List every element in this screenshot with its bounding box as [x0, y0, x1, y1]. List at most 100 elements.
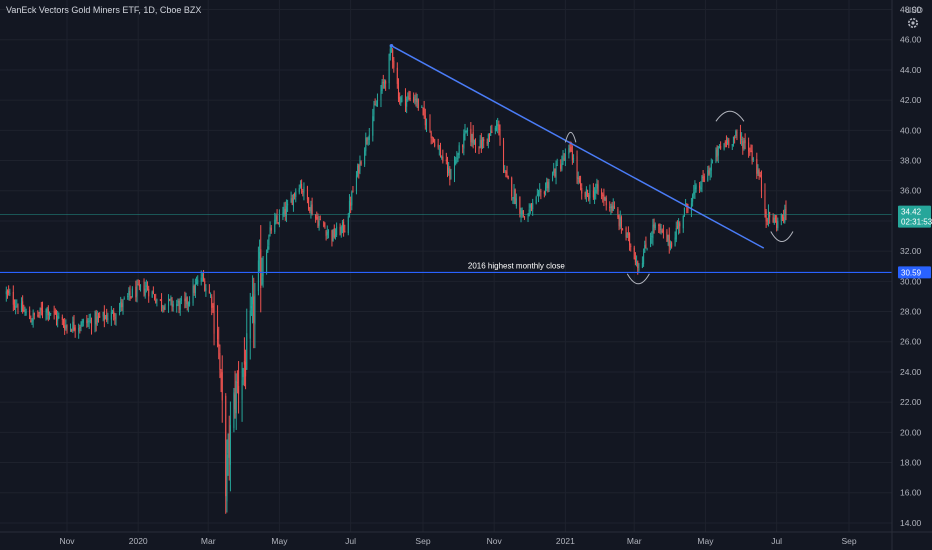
candle: [505, 170, 507, 178]
x-tick-label: 2021: [556, 536, 575, 546]
candle: [724, 140, 726, 148]
candle: [275, 213, 277, 225]
candle: [668, 227, 670, 254]
y-tick-label: 40.00: [900, 125, 922, 135]
candle: [725, 135, 727, 148]
candle: [434, 138, 436, 148]
candle: [30, 315, 32, 323]
candle: [619, 210, 621, 230]
candle: [310, 200, 312, 219]
candle: [723, 142, 725, 151]
candle: [622, 228, 624, 231]
candle: [267, 239, 269, 253]
candle: [72, 316, 74, 333]
candle: [438, 145, 440, 156]
candle: [612, 198, 614, 212]
support-price-value: 30.59: [901, 268, 922, 277]
candle: [189, 296, 191, 307]
y-tick-label: 38.00: [900, 156, 922, 166]
candle: [261, 257, 263, 286]
candle: [278, 209, 280, 228]
bottom-arc[interactable]: [770, 231, 794, 243]
candle: [212, 303, 214, 313]
candle: [140, 284, 142, 292]
candle: [64, 317, 66, 335]
current-price-badge: 34.42 02:31:53: [898, 205, 932, 228]
candle: [494, 125, 496, 135]
candle: [204, 278, 206, 292]
candle: [531, 203, 533, 212]
candle: [69, 323, 72, 332]
candle: [422, 107, 424, 116]
x-tick-label: Nov: [487, 536, 503, 546]
candle: [453, 156, 456, 183]
gear-icon[interactable]: [908, 18, 918, 28]
candle: [715, 147, 717, 164]
candle: [118, 302, 121, 316]
candle: [502, 137, 505, 174]
candle: [236, 370, 238, 394]
candle: [400, 96, 402, 106]
candle: [710, 158, 712, 178]
candle: [588, 192, 590, 202]
candle: [409, 91, 411, 102]
candle: [250, 296, 252, 316]
candles: [5, 44, 787, 514]
candle: [324, 222, 326, 229]
candle: [294, 192, 296, 200]
drawings: [0, 43, 892, 285]
candle: [110, 305, 112, 326]
candle: [437, 138, 439, 150]
candle: [238, 361, 240, 414]
candle: [497, 117, 499, 134]
candle: [744, 133, 746, 150]
y-tick-label: 20.00: [900, 427, 922, 437]
candle: [131, 286, 133, 298]
candle: [464, 123, 466, 141]
candle: [717, 145, 719, 164]
candle: [385, 79, 387, 91]
candle: [154, 293, 156, 301]
candle: [777, 217, 779, 231]
candle: [780, 213, 782, 226]
candle: [720, 141, 722, 150]
candle: [5, 286, 7, 302]
current-price-value: 34.42: [901, 208, 922, 217]
candle: [760, 170, 762, 199]
candle: [687, 203, 689, 214]
candle: [203, 270, 205, 282]
candle: [32, 309, 34, 328]
candle: [71, 328, 73, 333]
candle: [776, 215, 778, 232]
candle: [506, 165, 508, 178]
candle: [22, 295, 24, 314]
candle: [234, 370, 236, 419]
x-tick-label: 2020: [129, 536, 148, 546]
candle: [89, 313, 91, 324]
candle: [457, 152, 459, 163]
candle: [163, 305, 165, 313]
candle: [135, 280, 137, 302]
candle: [555, 160, 557, 185]
candle: [309, 207, 311, 214]
top-arc[interactable]: [564, 131, 577, 143]
top-arc[interactable]: [715, 110, 745, 122]
candle: [774, 214, 776, 223]
candle: [528, 203, 530, 217]
candle: [382, 74, 384, 89]
candle: [106, 308, 108, 323]
candle: [784, 204, 786, 224]
candle: [276, 209, 278, 224]
bottom-arc[interactable]: [626, 273, 650, 285]
candle: [392, 48, 394, 69]
candle: [31, 318, 33, 325]
candle: [350, 196, 352, 214]
y-tick-label: 48.00: [900, 5, 922, 15]
candle: [359, 155, 361, 175]
candle: [765, 209, 767, 228]
candle: [65, 319, 67, 331]
trendline[interactable]: [391, 45, 765, 249]
candle: [136, 279, 138, 303]
